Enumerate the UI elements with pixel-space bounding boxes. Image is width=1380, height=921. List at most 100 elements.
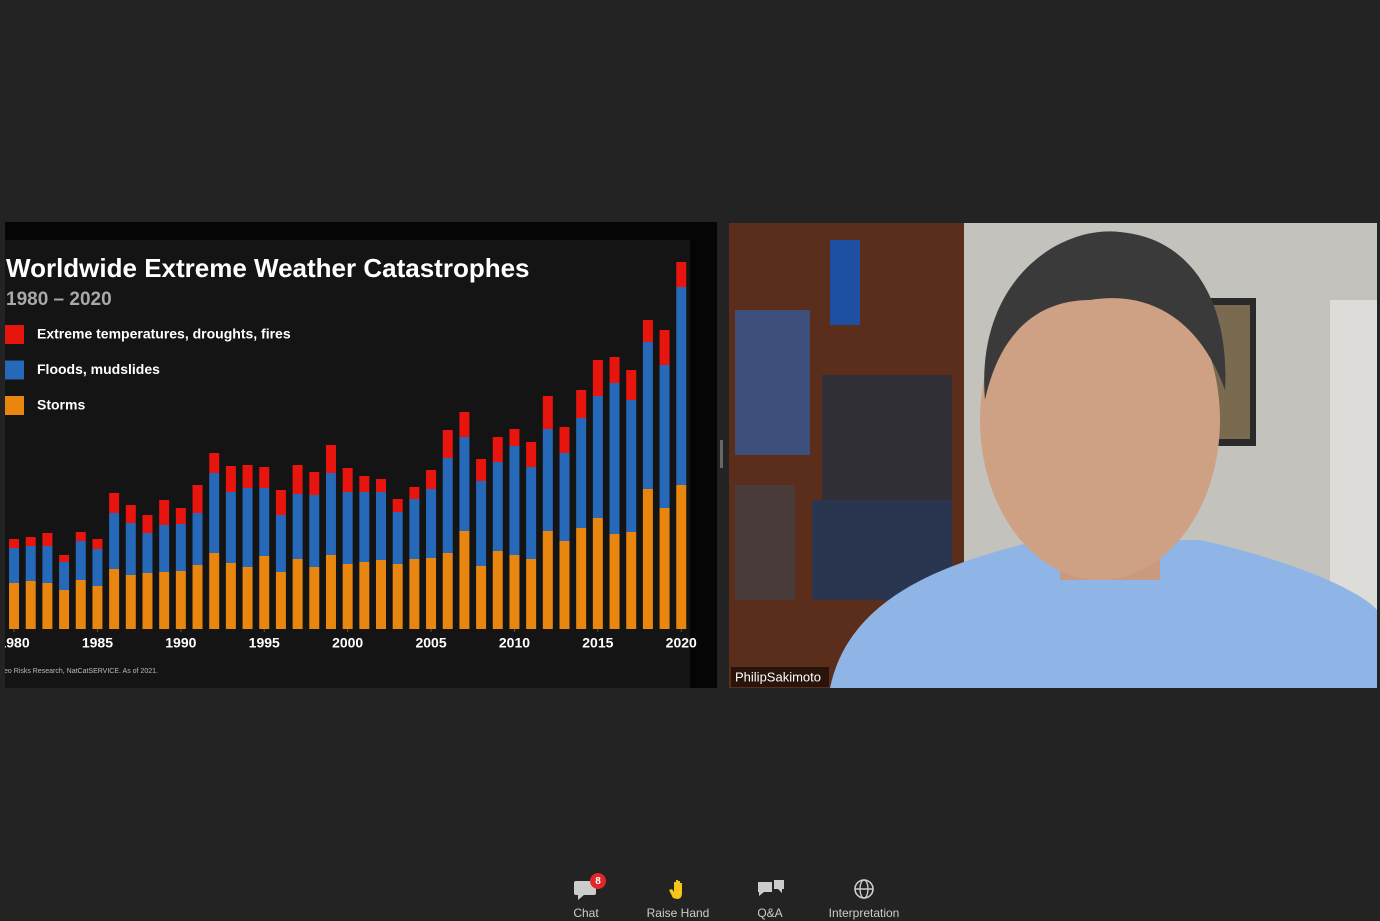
- bar-segment: [309, 495, 319, 567]
- bar-segment: [593, 518, 603, 629]
- bar-segment: [526, 442, 536, 467]
- bar-segment: [476, 481, 486, 566]
- bar-segment: [393, 499, 403, 512]
- bar-segment: [92, 539, 102, 549]
- bar-segment: [142, 515, 152, 533]
- bar-segment: [293, 494, 303, 559]
- books: [735, 485, 795, 600]
- participant-name: PhilipSakimoto: [735, 669, 821, 684]
- bar-segment: [326, 445, 336, 473]
- bar-segment: [193, 485, 203, 513]
- splitter[interactable]: [720, 440, 723, 468]
- bar-segment: [459, 437, 469, 531]
- bar-segment: [76, 541, 86, 580]
- bar-segment: [209, 473, 219, 553]
- bar-segment: [543, 531, 553, 629]
- vase: [830, 240, 860, 325]
- bar-segment: [343, 468, 353, 492]
- button-label[interactable]: Chat: [573, 906, 599, 920]
- bar-segment: [426, 489, 436, 558]
- bar-segment: [459, 531, 469, 629]
- meeting-window: Worldwide Extreme Weather Catastrophes 1…: [0, 0, 1380, 921]
- bar-segment: [359, 476, 369, 492]
- bar-segment: [643, 320, 653, 342]
- bar-segment: [142, 533, 152, 573]
- bar-segment: [226, 466, 236, 492]
- bar-segment: [259, 488, 269, 556]
- bar-segment: [42, 533, 52, 546]
- bar-segment: [676, 485, 686, 629]
- bar-segment: [9, 539, 19, 548]
- bar-segment: [526, 559, 536, 629]
- bar-segment: [26, 581, 36, 629]
- bar-segment: [676, 262, 686, 287]
- bar-segment: [142, 573, 152, 629]
- bar-segment: [92, 586, 102, 629]
- bar-segment: [643, 342, 653, 489]
- bar-segment: [159, 525, 169, 572]
- video-tile: PhilipSakimoto: [729, 223, 1377, 688]
- chart-subtitle: 1980 – 2020: [6, 289, 112, 310]
- bar-segment: [409, 559, 419, 629]
- bar-segment: [393, 564, 403, 629]
- bar-segment: [593, 396, 603, 518]
- bar-segment: [359, 492, 369, 562]
- bar-segment: [343, 492, 353, 564]
- bar-segment: [559, 427, 569, 453]
- bar-segment: [293, 559, 303, 629]
- button-label[interactable]: Interpretation: [829, 906, 900, 920]
- bar-segment: [259, 467, 269, 488]
- bar-segment: [26, 537, 36, 546]
- legend-label: Floods, mudslides: [37, 361, 160, 377]
- bar-segment: [576, 390, 586, 418]
- books: [822, 375, 952, 500]
- bar-segment: [243, 465, 253, 488]
- bar-segment: [626, 400, 636, 532]
- bar-segment: [443, 553, 453, 629]
- bar-segment: [259, 556, 269, 629]
- toolbar-button[interactable]: Interpretation: [819, 872, 909, 921]
- bar-segment: [610, 357, 620, 383]
- bar-segment: [92, 549, 102, 586]
- bar-segment: [626, 532, 636, 629]
- bar-segment: [9, 583, 19, 629]
- bar-segment: [193, 565, 203, 629]
- bar-segment: [476, 566, 486, 629]
- bar-segment: [243, 488, 253, 567]
- bar-segment: [493, 551, 503, 629]
- button-label[interactable]: Q&A: [757, 906, 782, 920]
- bar-segment: [626, 370, 636, 400]
- bar-segment: [326, 555, 336, 629]
- bar-segment: [676, 287, 686, 485]
- bar-segment: [559, 541, 569, 629]
- legend-swatch: [5, 325, 24, 344]
- chart-source: eo Risks Research, NatCatSERVICE. As of …: [4, 668, 158, 675]
- page: Worldwide Extreme Weather Catastrophes 1…: [0, 0, 1380, 921]
- toolbar-button[interactable]: Q&A: [725, 872, 815, 921]
- legend-label: Storms: [37, 397, 85, 413]
- bar-segment: [176, 571, 186, 629]
- bar-segment: [610, 383, 620, 534]
- bar-segment: [643, 489, 653, 629]
- bar-segment: [509, 446, 519, 555]
- bar-segment: [376, 479, 386, 492]
- bar-segment: [309, 567, 319, 629]
- bar-segment: [26, 546, 36, 581]
- bar-segment: [126, 523, 136, 575]
- bar-segment: [109, 569, 119, 629]
- bar-segment: [59, 562, 69, 590]
- bar-segment: [459, 412, 469, 437]
- toolbar-button[interactable]: Raise Hand: [633, 872, 723, 921]
- bar-segment: [209, 553, 219, 629]
- bar-segment: [59, 555, 69, 562]
- books: [735, 310, 810, 455]
- button-label[interactable]: Raise Hand: [647, 906, 710, 920]
- bar-segment: [159, 572, 169, 629]
- bar-segment: [409, 487, 419, 499]
- bar-segment: [610, 534, 620, 629]
- bar-segment: [476, 459, 486, 481]
- bar-segment: [443, 458, 453, 553]
- x-tick-label: 2020: [666, 635, 697, 651]
